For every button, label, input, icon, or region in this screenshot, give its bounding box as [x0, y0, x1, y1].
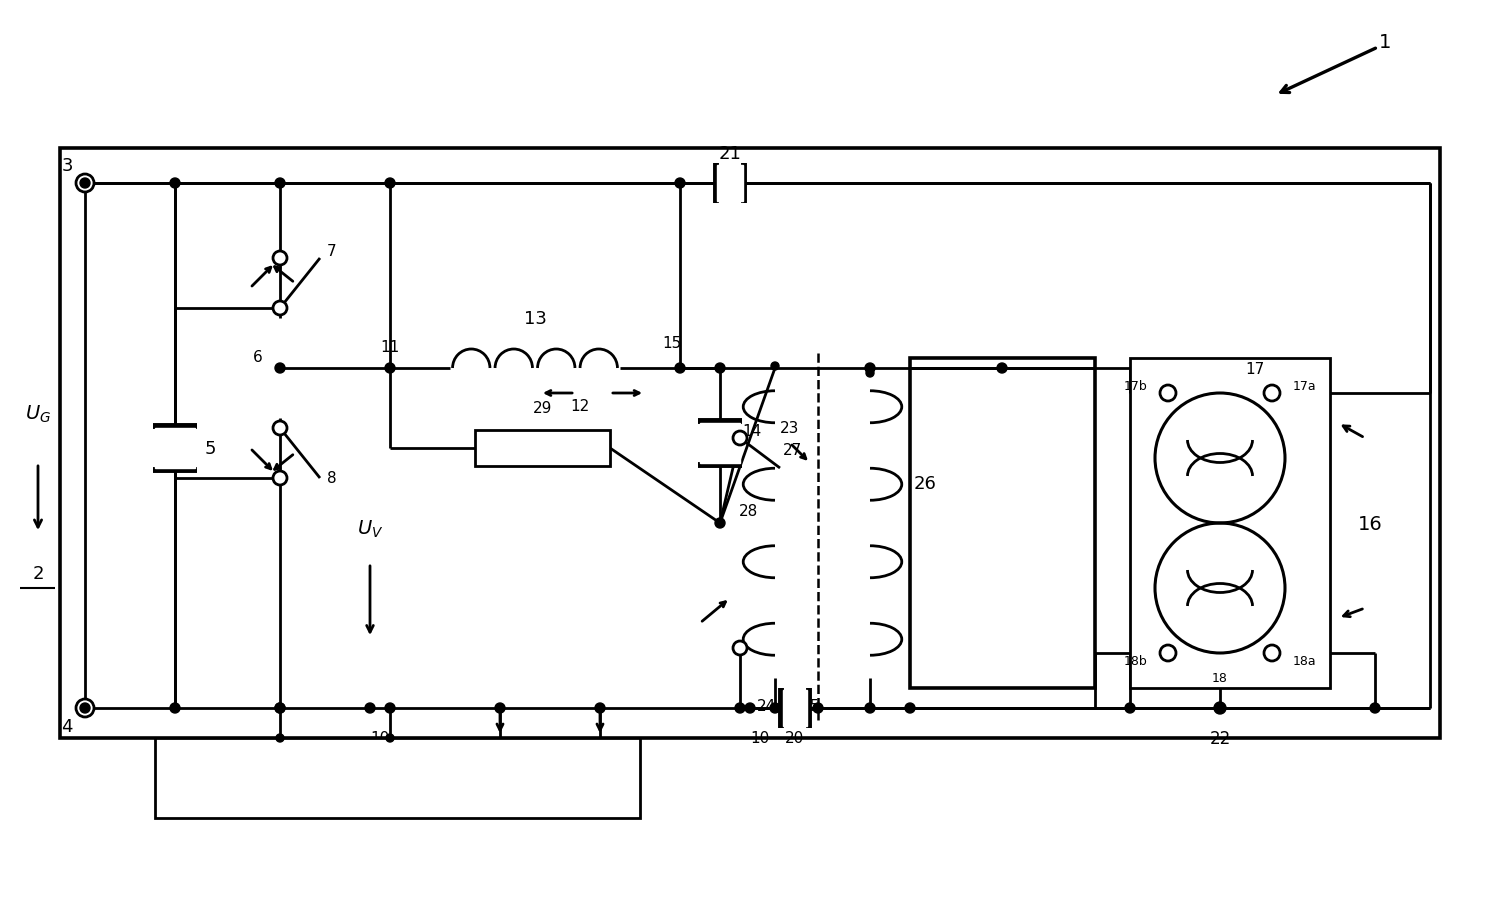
Circle shape: [1369, 703, 1380, 713]
Text: 18a: 18a: [1292, 655, 1316, 667]
Text: 22: 22: [1210, 730, 1231, 747]
Circle shape: [365, 703, 375, 713]
Circle shape: [80, 179, 89, 189]
Circle shape: [273, 302, 288, 316]
Polygon shape: [717, 166, 744, 201]
Circle shape: [733, 432, 746, 445]
Circle shape: [276, 179, 285, 189]
Circle shape: [1155, 524, 1284, 653]
Circle shape: [495, 703, 505, 713]
Text: $U_V$: $U_V$: [356, 517, 383, 539]
Circle shape: [276, 703, 285, 713]
Circle shape: [715, 364, 726, 374]
Text: 11: 11: [380, 340, 399, 354]
Circle shape: [733, 641, 746, 656]
Circle shape: [675, 179, 685, 189]
Text: 17b: 17b: [1123, 379, 1147, 392]
Circle shape: [595, 703, 605, 713]
Text: 21: 21: [718, 144, 742, 163]
Circle shape: [814, 703, 822, 713]
Circle shape: [276, 703, 285, 713]
Text: 17a: 17a: [1292, 379, 1316, 392]
Polygon shape: [155, 429, 195, 469]
Circle shape: [1155, 394, 1284, 524]
Text: 12: 12: [571, 399, 590, 414]
Bar: [60, 149, 1439, 738]
Polygon shape: [784, 690, 808, 726]
Text: 5: 5: [204, 440, 216, 458]
Text: 2: 2: [33, 564, 43, 582]
Circle shape: [866, 364, 875, 374]
Text: 17: 17: [1246, 361, 1265, 376]
Circle shape: [76, 699, 94, 717]
Text: 9: 9: [390, 765, 404, 785]
Circle shape: [80, 703, 89, 713]
Text: 19: 19: [1204, 514, 1235, 534]
Circle shape: [904, 703, 915, 713]
Text: 4: 4: [61, 717, 73, 735]
Bar: [155, 738, 641, 818]
Circle shape: [273, 471, 288, 486]
Circle shape: [276, 364, 285, 374]
Circle shape: [866, 369, 875, 377]
Circle shape: [1161, 386, 1176, 402]
Circle shape: [170, 703, 180, 713]
Circle shape: [1161, 646, 1176, 661]
Circle shape: [997, 364, 1007, 374]
Polygon shape: [700, 424, 741, 463]
Circle shape: [386, 734, 393, 742]
Text: 18: 18: [1211, 672, 1228, 684]
Text: 13: 13: [523, 310, 547, 328]
Text: $U_G$: $U_G$: [25, 403, 51, 424]
Text: 7: 7: [328, 243, 337, 258]
Circle shape: [273, 422, 288, 435]
Text: 1: 1: [1378, 33, 1392, 51]
Circle shape: [1125, 703, 1135, 713]
Bar: [910, 358, 1095, 688]
Circle shape: [276, 734, 285, 742]
Text: 27: 27: [782, 443, 802, 458]
Circle shape: [273, 252, 288, 265]
Circle shape: [1264, 386, 1280, 402]
Circle shape: [1214, 703, 1226, 714]
Circle shape: [675, 364, 685, 374]
Circle shape: [715, 518, 726, 528]
Circle shape: [170, 179, 180, 189]
Text: 14: 14: [742, 424, 761, 439]
Text: 3: 3: [61, 157, 73, 175]
Circle shape: [770, 703, 779, 713]
Circle shape: [384, 179, 395, 189]
Text: 15: 15: [663, 336, 681, 351]
Circle shape: [745, 703, 755, 713]
Text: 25: 25: [800, 699, 820, 713]
Circle shape: [384, 364, 395, 374]
Text: 29: 29: [533, 401, 553, 416]
Text: 6: 6: [253, 349, 262, 364]
Text: 20: 20: [785, 731, 805, 746]
Circle shape: [384, 703, 395, 713]
Text: 26: 26: [913, 474, 936, 492]
Circle shape: [735, 703, 745, 713]
Circle shape: [1264, 646, 1280, 661]
Circle shape: [76, 175, 94, 192]
Text: 16: 16: [1357, 514, 1383, 533]
Circle shape: [770, 363, 779, 370]
Circle shape: [866, 703, 875, 713]
Text: 28: 28: [739, 504, 757, 519]
Text: 18b: 18b: [1123, 655, 1147, 667]
Text: 10: 10: [371, 731, 389, 746]
Bar: [475, 431, 609, 467]
Text: 24: 24: [757, 699, 776, 713]
Text: 10: 10: [751, 731, 770, 746]
Bar: [1129, 358, 1331, 688]
Text: 23: 23: [781, 421, 800, 436]
Text: 8: 8: [328, 471, 337, 486]
